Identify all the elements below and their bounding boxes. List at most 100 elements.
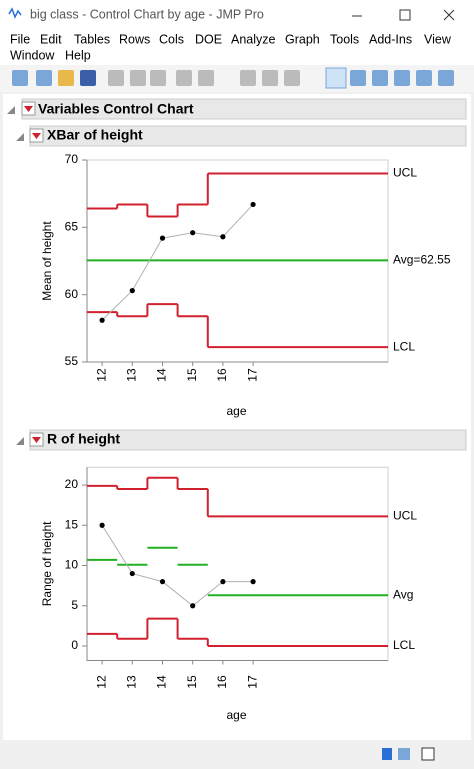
menu-item[interactable]: Cols	[159, 32, 184, 46]
tool-icon[interactable]	[198, 70, 214, 86]
x-axis-label: age	[226, 404, 246, 418]
status-bar	[0, 742, 474, 769]
menu-item[interactable]: Add-Ins	[369, 32, 412, 46]
menu-item[interactable]: Help	[65, 48, 91, 62]
tool-icon[interactable]	[325, 67, 347, 89]
app-icon	[8, 7, 22, 19]
y-tick-label: 10	[65, 558, 79, 572]
status-icon[interactable]	[382, 748, 392, 760]
chart-title: R of height	[47, 431, 120, 447]
x-tick-label: 16	[215, 368, 229, 382]
y-tick-label: 60	[65, 287, 79, 301]
report-header: Variables Control Chart	[7, 98, 467, 120]
red-triangle	[32, 437, 41, 443]
x-tick-label: 13	[124, 675, 138, 689]
tool-icon[interactable]	[12, 70, 28, 86]
limit-label: UCL	[393, 166, 417, 180]
limit-label: UCL	[393, 509, 417, 523]
tool-icon[interactable]	[80, 70, 96, 86]
data-point	[190, 603, 196, 609]
data-point	[129, 570, 135, 577]
title-bar	[0, 0, 474, 30]
y-tick-label: 0	[71, 638, 78, 652]
x-tick-label: 15	[185, 675, 199, 689]
x-tick-label: 17	[245, 368, 259, 382]
tool-icon[interactable]	[416, 70, 432, 86]
tool-icon[interactable]	[262, 70, 278, 86]
x-tick-label: 12	[94, 675, 108, 689]
y-tick-label: 20	[65, 477, 79, 491]
y-tick-label: 15	[65, 517, 79, 531]
tool-icon[interactable]	[176, 70, 192, 86]
maximize-button[interactable]	[399, 9, 411, 21]
toolbar-icons	[12, 67, 454, 89]
y-tick-label: 70	[65, 152, 79, 166]
x-tick-label: 16	[215, 675, 229, 689]
tool-icon[interactable]	[150, 70, 166, 86]
menu-bar	[0, 30, 474, 65]
data-point	[190, 230, 196, 236]
x-tick-label: 17	[245, 675, 259, 689]
tool-icon[interactable]	[36, 70, 52, 86]
y-tick-label: 5	[71, 598, 78, 612]
data-line	[101, 204, 254, 321]
data-point	[99, 522, 105, 528]
x-axis-label: age	[226, 708, 246, 722]
limit-label: LCL	[393, 339, 415, 353]
menu-item[interactable]: Edit	[40, 32, 62, 46]
limit-label: Avg=62.55	[393, 252, 451, 266]
x-tick-label: 15	[185, 368, 199, 382]
menu-item[interactable]: Window	[10, 48, 55, 62]
y-tick-label: 65	[65, 220, 79, 234]
y-axis-label: Range of height	[40, 521, 54, 606]
y-axis-label: Mean of height	[40, 221, 54, 301]
red-triangle	[32, 133, 41, 139]
data-point	[129, 288, 135, 294]
close-button[interactable]	[443, 9, 455, 21]
report-title: Variables Control Chart	[38, 101, 194, 117]
tool-icon[interactable]	[58, 70, 74, 86]
limit-label: Avg	[393, 587, 413, 601]
menu-item[interactable]: Tools	[330, 32, 359, 46]
menu: File Edit Tables Rows Cols DOE Analyze Graph Too…	[10, 32, 452, 62]
status-icon[interactable]	[398, 748, 410, 760]
tool-icon[interactable]	[130, 70, 146, 86]
disclosure-icon[interactable]	[7, 106, 15, 114]
data-point	[250, 201, 256, 208]
menu-item[interactable]: View	[424, 32, 452, 46]
tool-icon[interactable]	[284, 70, 300, 86]
x-tick-label: 13	[124, 368, 138, 382]
tool-icon[interactable]	[240, 70, 256, 86]
tool-icon[interactable]	[372, 70, 388, 86]
menu-item[interactable]: Rows	[119, 32, 150, 46]
data-point	[159, 579, 166, 585]
data-point	[220, 579, 226, 585]
x-tick-label: 12	[94, 368, 108, 382]
chart-title: XBar of height	[47, 127, 143, 143]
report-area	[3, 94, 471, 740]
tool-icon[interactable]	[350, 70, 366, 86]
disclosure-icon[interactable]	[16, 437, 24, 445]
menu-item[interactable]: Tables	[74, 32, 110, 46]
data-point	[159, 235, 166, 241]
limit-label: LCL	[393, 638, 415, 652]
menu-item[interactable]: Analyze	[231, 32, 276, 46]
menu-item[interactable]: DOE	[195, 32, 222, 46]
menu-item[interactable]: Graph	[285, 32, 320, 46]
data-point	[250, 579, 256, 585]
red-triangle	[24, 106, 33, 112]
tool-icon[interactable]	[394, 70, 410, 86]
y-tick-label: 55	[65, 354, 79, 368]
tool-icon[interactable]	[438, 70, 454, 86]
disclosure-icon[interactable]	[16, 133, 24, 141]
x-tick-label: 14	[155, 368, 169, 382]
data-point	[99, 317, 105, 323]
menu-item[interactable]: File	[10, 32, 30, 46]
data-line	[101, 524, 254, 607]
data-point	[220, 234, 226, 240]
status-icon[interactable]	[421, 747, 435, 761]
tool-icon[interactable]	[108, 70, 124, 86]
x-tick-label: 14	[155, 675, 169, 689]
window-title: big class - Control Chart by age - JMP P…	[30, 7, 264, 21]
